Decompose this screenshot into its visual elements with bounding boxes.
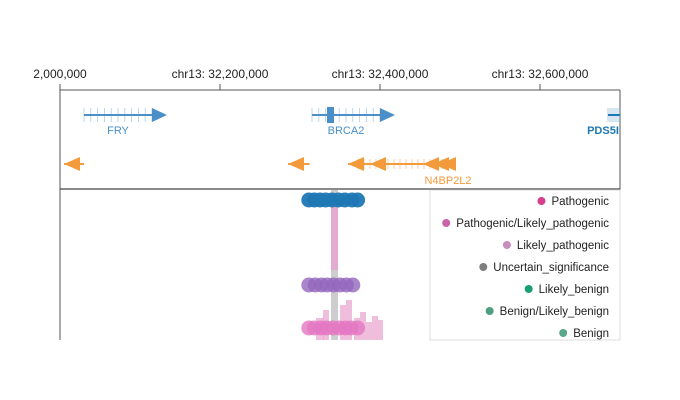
legend-label: Benign/Likely_benign <box>500 306 609 318</box>
variant-point[interactable] <box>350 192 366 208</box>
legend-swatch <box>502 241 511 249</box>
legend-swatch <box>537 197 546 205</box>
gene-label: FRY <box>107 125 129 137</box>
density-bar <box>331 200 338 270</box>
gene-label: PDS5I <box>587 125 619 137</box>
gene-label: N4BP2L2 <box>424 175 471 187</box>
density-bar <box>366 322 372 340</box>
legend-label: Likely_benign <box>539 284 609 296</box>
legend-item: Likely_pathogenic <box>502 240 609 252</box>
strand-arrow <box>288 157 304 171</box>
legend-swatch <box>479 263 488 271</box>
legend-swatch <box>559 329 568 337</box>
legend-swatch <box>442 219 451 227</box>
legend-label: Likely_pathogenic <box>517 240 609 252</box>
clinical-significance-legend: Pathogenic Pathogenic/Likely_pathogenic Li… <box>429 189 621 341</box>
gene-pds5b[interactable]: PDS5I <box>587 108 621 137</box>
strand-arrow <box>348 157 364 171</box>
gene-minus-n4bp2l2[interactable]: N4BP2L2 <box>348 157 472 187</box>
gene-minus-left[interactable] <box>64 157 84 171</box>
density-bar <box>378 320 383 340</box>
gene-label: BRCA2 <box>328 125 365 137</box>
variant-point[interactable] <box>345 277 361 293</box>
strand-arrow <box>152 108 167 122</box>
variant-point[interactable] <box>350 320 366 336</box>
axis-tick-label: chr13: 32,200,000 <box>172 67 269 81</box>
gene-minus-mid[interactable] <box>288 157 310 171</box>
strand-arrow <box>380 108 395 122</box>
gene-brca2[interactable]: BRCA2 <box>311 107 395 137</box>
variant-row-benign <box>301 320 366 336</box>
genomic-axis: 2,000,000 chr13: 32,200,000 chr13: 32,400,… <box>33 67 620 91</box>
axis-tick-label: 2,000,000 <box>33 67 87 81</box>
strand-arrow <box>423 157 439 171</box>
gene-track-plus-strand: FRY BRCA2 PDS5I <box>83 107 621 137</box>
axis-tick-label: chr13: 32,400,000 <box>332 67 429 81</box>
legend-label: Uncertain_significance <box>493 262 609 274</box>
legend-label: Pathogenic <box>551 196 609 208</box>
clinvar-variant-track <box>301 190 383 340</box>
legend-swatch <box>485 307 494 315</box>
legend-panel <box>429 189 621 341</box>
variant-row-uncertain-significance <box>301 277 361 293</box>
legend-item: Benign/Likely_benign <box>485 306 609 318</box>
legend-item: Likely_benign <box>524 284 609 296</box>
density-bar <box>346 300 352 340</box>
legend-item: Uncertain_significance <box>479 262 609 274</box>
variant-row-pathogenic <box>301 192 366 208</box>
legend-swatch <box>524 285 533 293</box>
strand-arrow <box>370 157 386 171</box>
legend-label: Pathogenic/Likely_pathogenic <box>456 218 609 230</box>
legend-label: Benign <box>573 328 609 340</box>
exon-block <box>327 107 334 123</box>
gene-track-minus-strand: N4BP2L2 <box>64 157 472 187</box>
strand-arrow <box>64 157 80 171</box>
axis-tick-label: chr13: 32,600,000 <box>492 67 589 81</box>
gene-fry[interactable]: FRY <box>83 108 167 137</box>
density-bar <box>372 316 378 340</box>
legend-item: Benign <box>559 328 609 340</box>
legend-item: Pathogenic <box>537 196 609 208</box>
legend-item: Pathogenic/Likely_pathogenic <box>442 218 609 230</box>
